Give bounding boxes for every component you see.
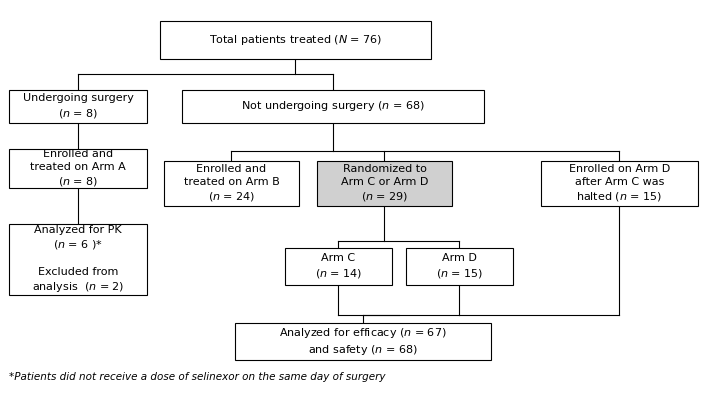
FancyBboxPatch shape [164,161,299,206]
Text: Enrolled on Arm D
after Arm C was
halted ($n$ = 15): Enrolled on Arm D after Arm C was halted… [569,164,670,203]
FancyBboxPatch shape [160,21,431,59]
FancyBboxPatch shape [9,224,147,295]
Text: Not undergoing surgery ($n$ = 68): Not undergoing surgery ($n$ = 68) [241,99,424,114]
FancyBboxPatch shape [285,248,392,285]
Text: Total patients treated ($N$ = 76): Total patients treated ($N$ = 76) [209,33,382,47]
FancyBboxPatch shape [541,161,698,206]
Text: Undergoing surgery
($n$ = 8): Undergoing surgery ($n$ = 8) [23,93,133,120]
Text: Analyzed for PK
($n$ = 6 )*

Excluded from
analysis  ($n$ = 2): Analyzed for PK ($n$ = 6 )* Excluded fro… [32,225,124,294]
Text: Arm C
($n$ = 14): Arm C ($n$ = 14) [315,253,362,280]
Text: Analyzed for efficacy ($n$ = 67)
and safety ($n$ = 68): Analyzed for efficacy ($n$ = 67) and saf… [279,326,447,357]
FancyBboxPatch shape [9,90,147,123]
FancyBboxPatch shape [235,323,491,360]
Text: Enrolled and
treated on Arm B
($n$ = 24): Enrolled and treated on Arm B ($n$ = 24) [184,164,279,203]
Text: Arm D
($n$ = 15): Arm D ($n$ = 15) [436,253,483,280]
FancyBboxPatch shape [317,161,452,206]
Text: Enrolled and
treated on Arm A
($n$ = 8): Enrolled and treated on Arm A ($n$ = 8) [30,149,126,188]
FancyBboxPatch shape [406,248,513,285]
FancyBboxPatch shape [182,90,484,123]
Text: *Patients did not receive a dose of selinexor on the same day of surgery: *Patients did not receive a dose of seli… [9,372,385,382]
Text: Randomized to
Arm C or Arm D
($n$ = 29): Randomized to Arm C or Arm D ($n$ = 29) [341,164,428,203]
FancyBboxPatch shape [9,149,147,188]
